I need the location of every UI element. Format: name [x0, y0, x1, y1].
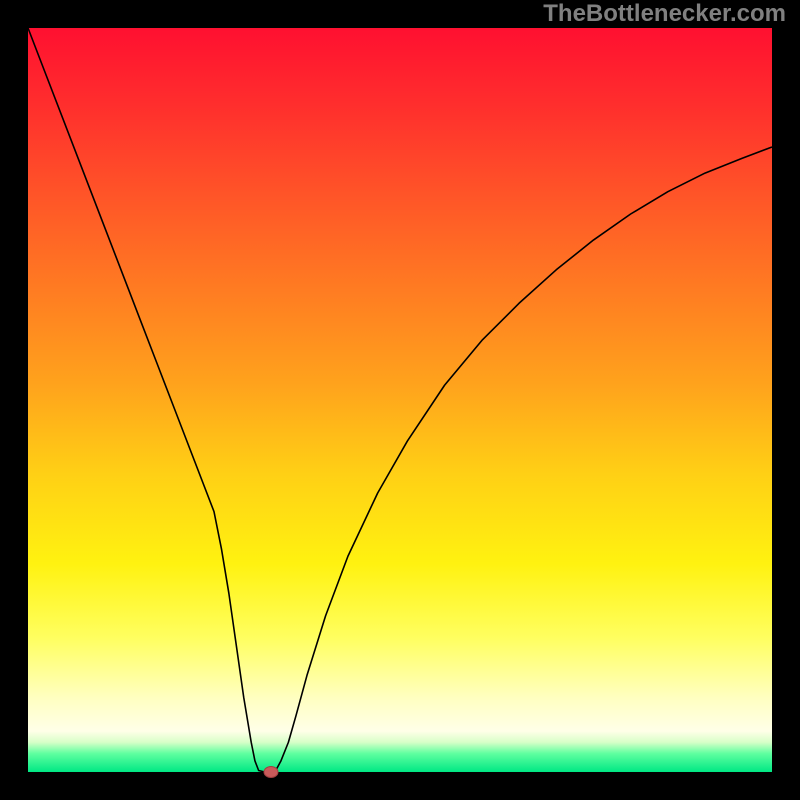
minimum-marker: [264, 766, 279, 778]
watermark-text: TheBottlenecker.com: [543, 0, 786, 28]
curve-layer: [0, 0, 800, 800]
chart-container: TheBottlenecker.com: [0, 0, 800, 800]
bottleneck-curve: [28, 28, 772, 772]
